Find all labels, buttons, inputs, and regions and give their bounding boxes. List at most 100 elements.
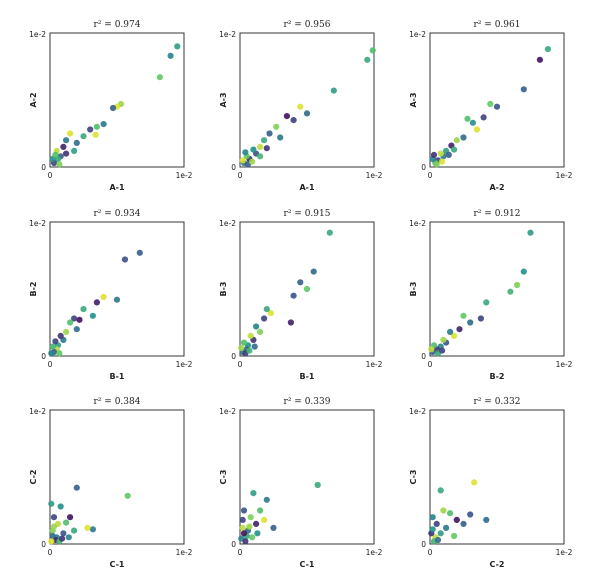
scatter-points <box>429 46 552 168</box>
scatter-point <box>52 151 59 158</box>
plot-area <box>239 221 375 357</box>
scatter-point <box>253 323 260 330</box>
y-tick-max: 1e-2 <box>219 219 236 228</box>
scatter-point <box>247 332 254 339</box>
scatter-point <box>100 121 107 128</box>
x-tick-min: 0 <box>238 548 243 557</box>
y-axis-label: C-3 <box>409 470 418 485</box>
scatter-point <box>451 146 458 153</box>
scatter-point <box>297 103 304 110</box>
scatter-point <box>242 538 249 545</box>
scatter-point <box>251 343 258 350</box>
scatter-point <box>430 151 438 158</box>
subplot-title: r² = 0.915 <box>284 209 331 219</box>
scatter-point <box>56 161 63 168</box>
x-tick-max: 1e-2 <box>176 548 193 557</box>
scatter-point <box>242 149 249 156</box>
scatter-point <box>50 514 58 521</box>
scatter-point <box>451 332 458 339</box>
scatter-point <box>263 496 270 503</box>
scatter-point <box>60 530 67 537</box>
scatter-point <box>239 157 246 164</box>
scatter-point <box>303 110 311 117</box>
scatter-point <box>93 299 100 306</box>
subplot-6: r² = 0.912 0 1e-2 0 1e-2 B-2 B-3 <box>409 209 573 381</box>
x-tick-max: 1e-2 <box>366 360 383 369</box>
x-tick-min: 0 <box>428 171 433 180</box>
scatter-point <box>67 130 74 137</box>
scatter-point <box>254 530 261 537</box>
y-axis-label: C-2 <box>29 470 38 485</box>
scatter-point <box>303 285 311 293</box>
scatter-point <box>52 338 59 345</box>
y-tick-max: 1e-2 <box>409 30 426 39</box>
scatter-point <box>297 279 304 286</box>
scatter-point <box>257 143 264 150</box>
scatter-point <box>249 534 256 541</box>
scatter-point <box>93 123 100 130</box>
y-axis-label: B-3 <box>219 282 228 297</box>
scatter-point <box>483 516 490 524</box>
subplot-8: r² = 0.339 0 1e-2 0 1e-2 C-1 C-3 <box>219 397 383 569</box>
scatter-point <box>483 299 490 306</box>
x-tick-min: 0 <box>48 548 53 557</box>
scatter-point <box>238 344 245 352</box>
x-axis-label: B-1 <box>300 372 315 381</box>
scatter-point <box>240 507 248 514</box>
scatter-point <box>290 292 297 299</box>
y-tick-max: 1e-2 <box>409 407 426 416</box>
scatter-point <box>71 147 78 154</box>
y-tick-min: 0 <box>41 540 46 549</box>
x-tick-max: 1e-2 <box>366 171 383 180</box>
subplot-7: r² = 0.384 0 1e-2 0 1e-2 C-1 C-2 <box>29 397 193 569</box>
scatter-point <box>50 523 58 530</box>
y-tick-min: 0 <box>231 540 236 549</box>
scatter-point <box>246 523 253 530</box>
subplot-5: r² = 0.915 0 1e-2 0 1e-2 B-1 B-3 <box>219 209 383 381</box>
subplot-title: r² = 0.384 <box>94 397 141 407</box>
scatter-point <box>460 134 467 141</box>
scatter-point <box>439 158 446 165</box>
subplot-9: r² = 0.332 0 1e-2 0 1e-2 C-2 C-3 <box>409 397 573 569</box>
scatter-point <box>257 153 264 160</box>
scatter-point <box>80 133 87 140</box>
x-tick-min: 0 <box>238 360 243 369</box>
scatter-point <box>63 519 70 526</box>
scatter-point <box>467 319 474 326</box>
subplot-title: r² = 0.339 <box>284 397 331 407</box>
scatter-point <box>71 315 78 322</box>
y-axis-label: A-3 <box>409 92 418 107</box>
scatter-point <box>434 536 442 544</box>
scatter-point <box>73 326 80 333</box>
scatter-point <box>364 56 371 63</box>
scatter-point <box>57 503 64 510</box>
y-tick-max: 1e-2 <box>219 407 236 416</box>
x-axis-label: C-2 <box>490 560 505 569</box>
scatter-point <box>440 336 447 343</box>
scatter-point <box>447 510 454 517</box>
subplot-title: r² = 0.912 <box>474 209 521 219</box>
scatter-point <box>63 150 70 157</box>
scatter-point <box>240 530 248 537</box>
scatter-point <box>266 130 273 137</box>
scatter-point <box>261 516 268 524</box>
scatter-point <box>520 86 527 93</box>
y-tick-max: 1e-2 <box>219 30 236 39</box>
x-tick-max: 1e-2 <box>176 360 193 369</box>
scatter-point <box>240 339 248 346</box>
scatter-point <box>87 126 94 133</box>
scatter-point <box>80 306 87 313</box>
y-axis-label: B-2 <box>29 282 38 297</box>
scatter-point <box>100 293 107 301</box>
scatter-point <box>109 104 117 112</box>
scatter-point <box>287 319 294 326</box>
y-axis-label: C-3 <box>219 470 228 485</box>
scatter-point <box>57 332 64 339</box>
scatter-point <box>253 520 260 528</box>
subplot-4: r² = 0.934 0 1e-2 0 1e-2 B-1 B-2 <box>29 209 193 381</box>
plot-area <box>429 221 565 357</box>
scatter-point <box>437 487 444 494</box>
scatter-point <box>440 507 447 514</box>
scatter-points <box>48 249 143 357</box>
